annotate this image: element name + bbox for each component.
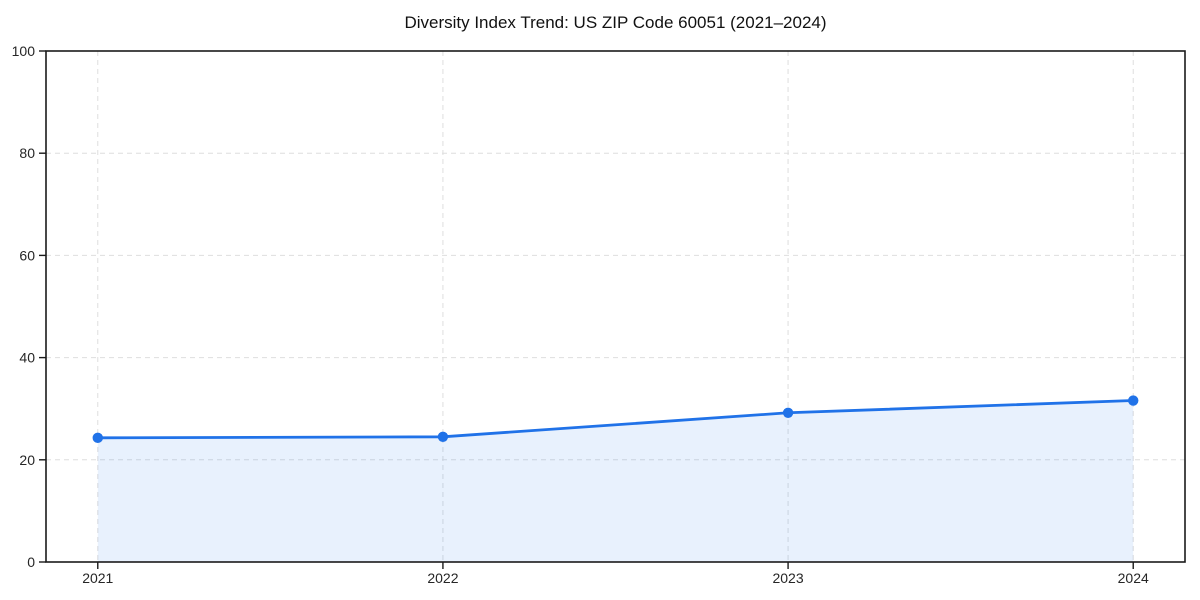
- y-tick-label-100: 100: [12, 43, 36, 59]
- y-tick-label-0: 0: [27, 554, 35, 570]
- trend-line: [96, 399, 1135, 440]
- x-tick-label-2023: 2023: [772, 570, 803, 586]
- y-tick-label-80: 80: [19, 145, 35, 161]
- data-point-2024: [1128, 395, 1139, 406]
- data-point-2022: [437, 431, 449, 443]
- data-point-2023: [782, 407, 794, 418]
- plot-border: [45, 50, 1186, 563]
- x-tick-label-2022: 2022: [427, 570, 458, 586]
- y-tick-label-60: 60: [19, 247, 35, 263]
- y-tick-label-40: 40: [19, 350, 35, 366]
- data-point-2021: [92, 432, 103, 444]
- x-tick-label-2021: 2021: [82, 570, 113, 586]
- area-fill: [97, 400, 1134, 562]
- x-tick-label-2024: 2024: [1118, 570, 1149, 586]
- y-tick-label-20: 20: [19, 452, 35, 468]
- chart-title: Diversity Index Trend: US ZIP Code 60051…: [404, 13, 827, 32]
